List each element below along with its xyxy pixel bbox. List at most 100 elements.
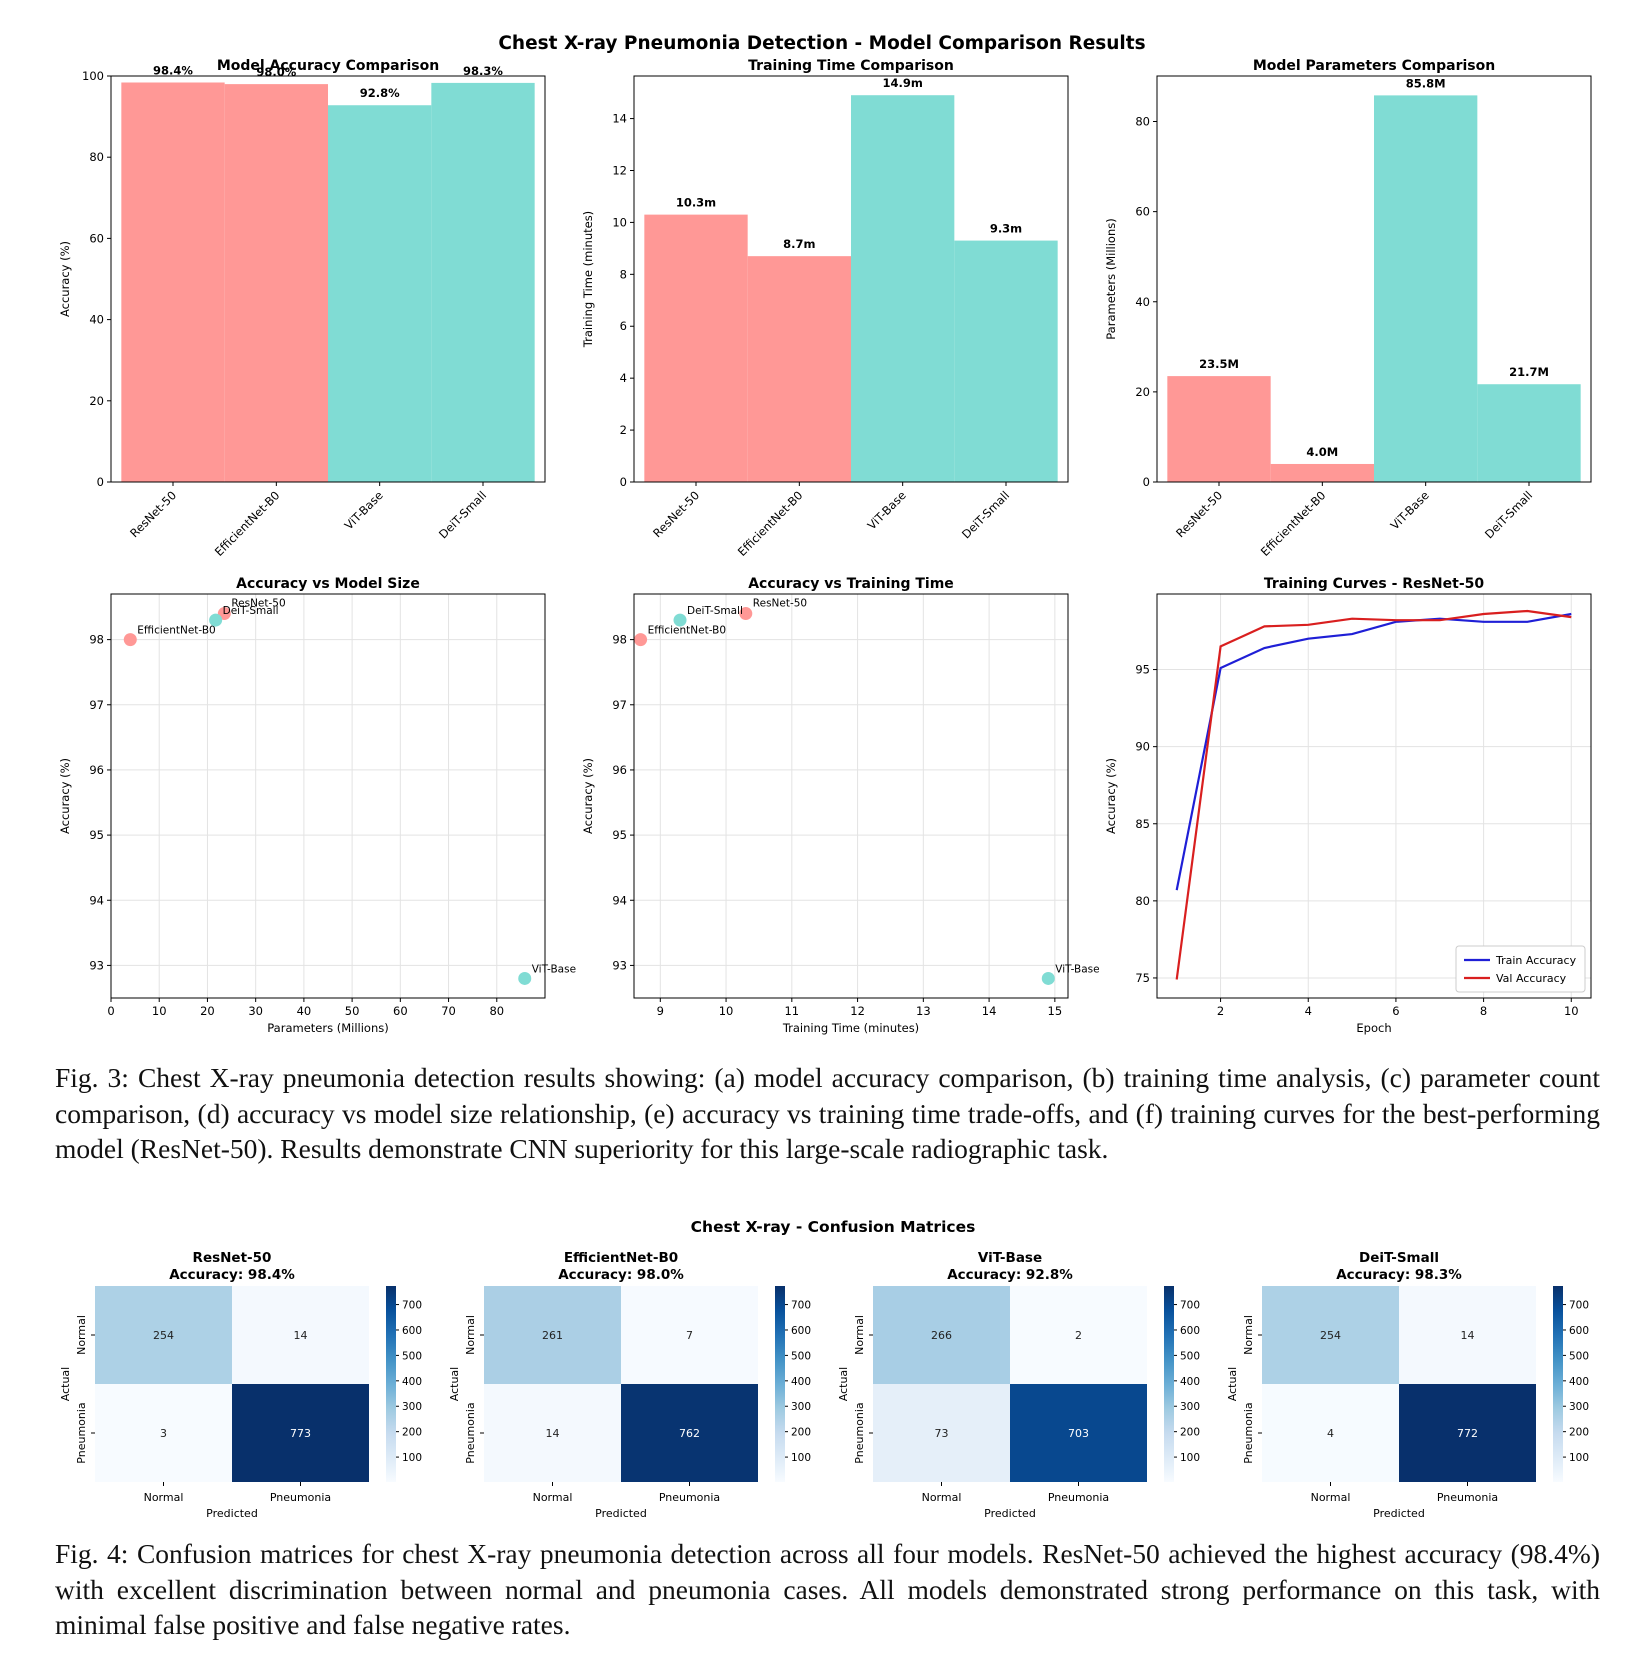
bar-value-label: 92.8% (360, 86, 400, 100)
x-tick-label: 9 (657, 1004, 664, 1018)
colorbar-tick-label: 200 (1180, 1427, 1200, 1439)
x-tick-label: 14 (982, 1004, 997, 1018)
x-tick-label: ResNet-50 (127, 488, 179, 540)
x-axis-label: Predicted (984, 1507, 1036, 1520)
chart-title: Accuracy vs Model Size (236, 576, 420, 592)
matrix-cell (484, 1286, 621, 1384)
y-axis-label: Training Time (minutes) (581, 211, 595, 348)
x-tick-label: Pneumonia (659, 1491, 720, 1504)
bar-resnet-50 (121, 82, 225, 482)
bar-vit-base (328, 105, 432, 483)
colorbar-tick-label: 100 (402, 1452, 422, 1464)
chart-5: Accuracy vs Training Time 93 94 95 96 97 98 Acc… (581, 576, 1100, 1035)
x-tick-label: 70 (441, 1004, 456, 1018)
y-axis-label: Accuracy (%) (58, 241, 72, 317)
bar-vit-base (851, 95, 955, 482)
y-tick-label: Normal (1242, 1315, 1255, 1355)
colorbar (775, 1286, 785, 1482)
matrix-cell-value: 14 (546, 1427, 560, 1440)
y-tick-label: 8 (620, 267, 627, 281)
x-tick-label: DeiT-Small (1482, 488, 1535, 541)
bar-value-label: 14.9m (882, 76, 922, 90)
y-axis-label: Accuracy (%) (58, 758, 72, 834)
colorbar-tick-label: 600 (1569, 1325, 1589, 1337)
colorbar-tick-label: 300 (1180, 1401, 1200, 1413)
point-deit-small (673, 613, 687, 627)
x-axis-label: Predicted (595, 1507, 647, 1520)
point-label: ResNet-50 (231, 598, 285, 610)
y-tick-label: 2 (620, 423, 627, 437)
chart-title: Accuracy vs Training Time (748, 576, 954, 592)
bar-value-label: 98.3% (463, 64, 503, 78)
x-tick-label: Pneumonia (1437, 1491, 1498, 1504)
figure-3-caption: Fig. 3: Chest X-ray pneumonia detection … (55, 1062, 1600, 1164)
bar-value-label: 98.4% (153, 63, 193, 77)
bar-efficientnet-b0 (747, 256, 851, 482)
colorbar-tick-label: 100 (791, 1452, 811, 1464)
colorbar-tick-label: 400 (791, 1376, 811, 1388)
y-tick-label: 95 (612, 828, 627, 842)
y-tick-label: 80 (1135, 115, 1150, 129)
x-tick-label: Normal (533, 1491, 573, 1504)
plot-frame (633, 593, 1069, 999)
series-line-train-accuracy (1175, 612, 1572, 891)
chart-title: Model Parameters Comparison (1253, 58, 1495, 74)
x-tick-label: 50 (345, 1004, 360, 1018)
y-tick-label: 60 (1135, 205, 1150, 219)
matrix-title: ResNet-50 (193, 1250, 272, 1266)
point-label: DeiT-Small (223, 605, 279, 617)
x-tick-label: 40 (297, 1004, 312, 1018)
y-tick-label: 97 (612, 698, 627, 712)
matrix-cell (484, 1384, 621, 1482)
bar-value-label: 21.7M (1509, 365, 1549, 379)
chart-1: Model Accuracy Comparison 0 20 40 60 80 100 Acc… (58, 58, 546, 559)
x-tick-label: DeiT-Small (436, 488, 489, 541)
matrix-cell-value: 254 (153, 1329, 174, 1342)
bar-value-label: 4.0M (1306, 445, 1338, 459)
matrix-cell (95, 1384, 232, 1482)
y-tick-label: 100 (82, 69, 104, 83)
colorbar (386, 1286, 396, 1482)
colorbar-tick-label: 500 (1180, 1350, 1200, 1362)
colorbar-tick-label: 700 (791, 1300, 811, 1312)
point-vit-base (1041, 971, 1055, 985)
x-tick-label: Pneumonia (270, 1491, 331, 1504)
matrix-cell (95, 1286, 232, 1384)
plot-frame (1156, 593, 1592, 999)
plot-frame (110, 593, 546, 999)
matrix-cell (232, 1286, 369, 1384)
y-tick-label: 12 (612, 163, 627, 177)
figure-4-suptitle: Chest X-ray - Confusion Matrices (691, 1218, 976, 1236)
matrix-cell-value: 2 (1075, 1329, 1082, 1342)
x-tick-label: Normal (144, 1491, 184, 1504)
bar-efficientnet-b0 (224, 84, 328, 483)
y-tick-label: 0 (1143, 475, 1150, 489)
x-tick-label: 10 (719, 1004, 734, 1018)
y-tick-label: 20 (1135, 385, 1150, 399)
matrix-cell (1010, 1286, 1147, 1384)
point-label: ViT-Base (532, 963, 576, 975)
x-tick-label: 10 (1564, 1004, 1579, 1018)
chart-4: Accuracy vs Model Size 93 94 95 96 97 98 Accura… (58, 576, 576, 1035)
matrix-subtitle: Accuracy: 92.8% (947, 1267, 1073, 1283)
x-tick-label: EfficientNet-B0 (212, 488, 283, 559)
point-efficientnet-b0 (123, 633, 137, 647)
matrix-cell-value: 3 (160, 1427, 167, 1440)
colorbar-tick-label: 300 (1569, 1401, 1589, 1413)
y-tick-label: 80 (1135, 894, 1150, 908)
x-tick-label: DeiT-Small (959, 488, 1012, 541)
figure-4-caption: Fig. 4: Confusion matrices for chest X-r… (55, 1538, 1600, 1640)
chart-title: Training Time Comparison (748, 58, 954, 74)
matrix-cell-value: 261 (542, 1329, 563, 1342)
y-tick-label: 40 (89, 313, 104, 327)
chart-2: Training Time Comparison 0 2 4 6 8 10 12 14 Train… (581, 58, 1069, 559)
x-tick-label: ViT-Base (1388, 488, 1432, 532)
x-axis-label: Training Time (minutes) (782, 1021, 919, 1035)
colorbar-tick-label: 100 (1180, 1452, 1200, 1464)
x-tick-label: 80 (489, 1004, 504, 1018)
x-tick-label: 13 (916, 1004, 931, 1018)
matrix-cell (873, 1384, 1010, 1482)
y-tick-label: 95 (1135, 663, 1150, 677)
y-tick-label: Normal (75, 1315, 88, 1355)
y-tick-label: 90 (1135, 740, 1150, 754)
